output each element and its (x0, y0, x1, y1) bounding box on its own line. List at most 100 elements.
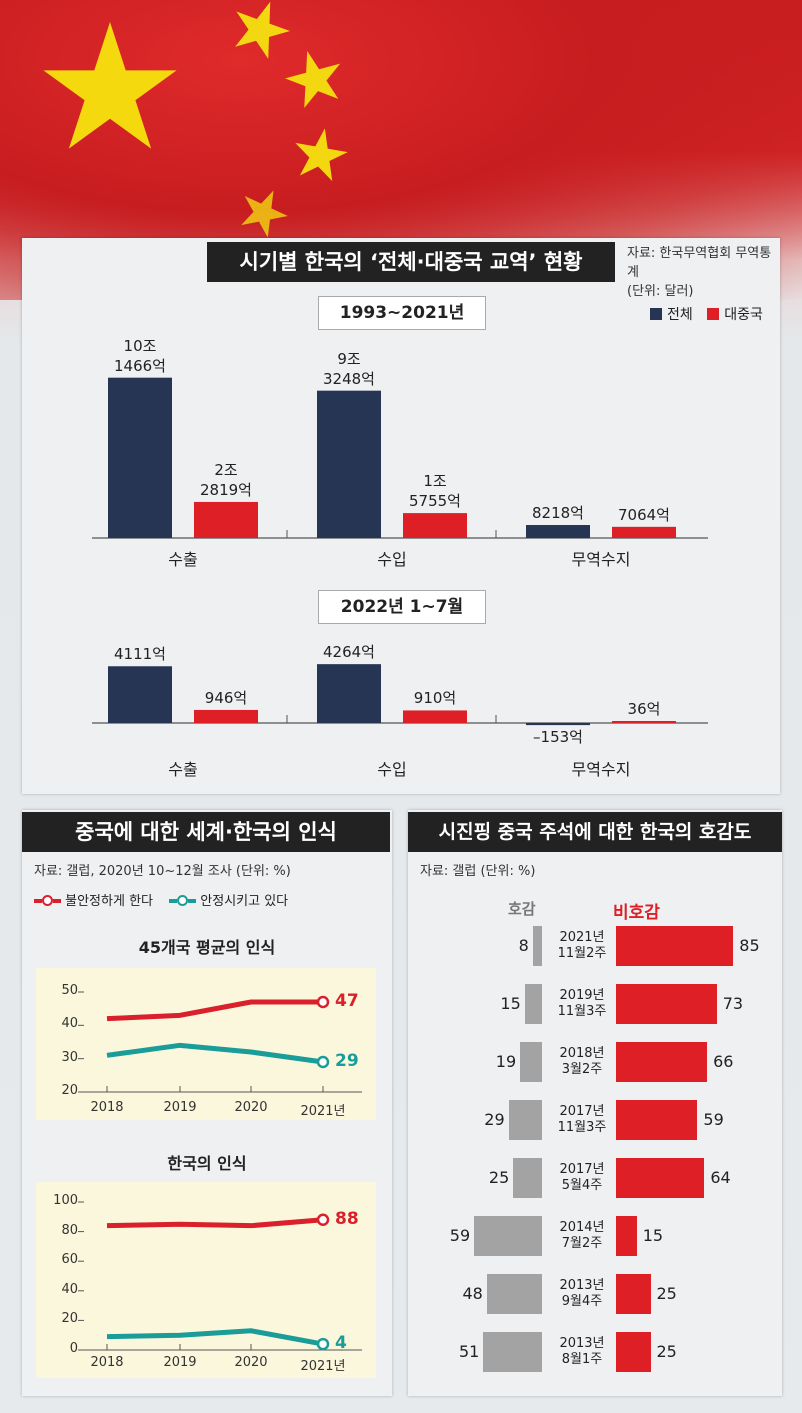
favorable-value: 19 (495, 1052, 517, 1071)
series-line (106, 999, 323, 1022)
unfavorable-value: 59 (703, 1110, 724, 1129)
favorable-bar (486, 1274, 542, 1314)
value-line: 910억 (413, 689, 457, 708)
date-line: 2017년 (559, 1162, 605, 1177)
bar-value-label: 36억 (594, 699, 694, 719)
date-label: 2014년 7월2주 (552, 1220, 612, 1252)
source-line1: 자료: 한국무역협회 무역통계 (627, 246, 772, 280)
korea-line-chart (78, 1201, 362, 1351)
date-line: 9월4주 (561, 1294, 603, 1309)
y-tick-label: 60 (61, 1252, 78, 1268)
favorable-bar (483, 1332, 542, 1372)
legend-china-swatch (707, 308, 720, 320)
date-line: 11월2주 (557, 946, 607, 961)
value-line: 10조 (123, 336, 157, 355)
date-line: 2017년 (559, 1104, 605, 1119)
bar-china (403, 710, 467, 723)
end-value-label: 29 (335, 1051, 359, 1071)
date-line: 7월2주 (561, 1236, 603, 1251)
x-tick-label: 2021년 (300, 1359, 346, 1374)
bar-total (317, 664, 381, 723)
unstable-marker-icon (42, 895, 53, 906)
end-value-label: 88 (335, 1208, 359, 1229)
date-line: 2018년 (559, 1046, 605, 1061)
bar-china (403, 513, 467, 538)
end-value-label: 4 (335, 1333, 347, 1354)
unfavorable-value: 64 (710, 1168, 731, 1187)
unfavorable-bar (616, 1158, 705, 1198)
x-tick-label: 2020 (234, 1100, 268, 1115)
x-tick-label: 2018 (90, 1355, 124, 1370)
date-label: 2018년 3월2주 (552, 1046, 612, 1078)
trade-title: 시기별 한국의 ‘전체·대중국 교역’ 현황 (207, 242, 615, 282)
date-line: 11월3주 (557, 1120, 607, 1135)
bar-value-label: 1조 5755억 (385, 471, 485, 511)
unfavorable-value: 85 (739, 936, 760, 955)
y-tick-label: 20 (61, 1311, 78, 1327)
value-line: 2조 (214, 460, 238, 479)
favorable-value: 25 (488, 1168, 510, 1187)
perception-panel: 중국에 대한 세계·한국의 인식 자료: 갤럽, 2020년 10~12월 조사… (22, 810, 392, 1396)
end-value-label: 47 (335, 991, 359, 1011)
favorable-bar (474, 1216, 542, 1256)
favorable-value: 8 (518, 936, 529, 955)
value-line: –153억 (533, 728, 583, 747)
bar-value-label: 4264억 (299, 642, 399, 662)
korea-chart-title: 한국의 인식 (167, 1154, 247, 1173)
bar-china (194, 501, 258, 538)
trade-source: 자료: 한국무역협회 무역통계 (단위: 달러) (627, 244, 777, 301)
category-label: 수출 (168, 760, 198, 779)
favorable-bar (513, 1158, 542, 1198)
value-line: 3248억 (323, 369, 375, 388)
bar-total (108, 666, 172, 723)
trade-chart-1 (92, 377, 708, 539)
perception-legend: 불안정하게 한다 안정시키고 있다 (34, 890, 288, 909)
bar-china (194, 709, 258, 723)
date-line: 2019년 (559, 988, 605, 1003)
value-line: 946억 (204, 688, 248, 707)
x-tick-label: 2019 (163, 1355, 197, 1370)
unstable-dash (34, 899, 42, 903)
date-line: 3월2주 (561, 1062, 603, 1077)
series-line (106, 1042, 324, 1065)
end-point-marker (316, 1337, 330, 1351)
bar-value-label: 2조 2819억 (176, 460, 276, 500)
unfavorable-bar (616, 1332, 651, 1372)
bar-value-label: 9조 3248억 (299, 349, 399, 389)
value-line: 36억 (627, 700, 661, 718)
large-star-icon (43, 22, 177, 149)
small-star-icon (235, 1, 290, 59)
favorable-bar (520, 1042, 542, 1082)
stable-dash (169, 899, 178, 903)
legend-total-swatch (650, 308, 662, 320)
date-line: 2021년 (559, 930, 605, 945)
stable-marker-icon (177, 895, 189, 906)
value-line: 4111억 (114, 645, 166, 664)
bar-value-label: 946억 (176, 688, 276, 708)
date-line: 2013년 (559, 1336, 605, 1351)
date-label: 2019년 11월3주 (552, 988, 612, 1020)
favorable-bar (524, 984, 542, 1024)
end-point-marker (316, 1055, 330, 1069)
unstable-dash (53, 899, 61, 903)
unfavorable-bar (616, 1100, 698, 1140)
value-line: 1466억 (114, 356, 166, 375)
date-label: 2017년 5월4주 (552, 1162, 612, 1194)
trade-chart-2 (92, 664, 708, 726)
series-line (106, 1328, 324, 1347)
bar-value-label: 7064억 (594, 505, 694, 525)
value-line: 9조 (337, 349, 361, 368)
y-tick-label: 40 (61, 1281, 78, 1297)
small-star-icon (241, 190, 288, 238)
unfavorable-bar (616, 1216, 637, 1256)
favorability-panel: 시진핑 중국 주석에 대한 한국의 호감도 자료: 갤럽 (단위: %) 호감 … (408, 810, 782, 1396)
y-tick-label: 0 (69, 1341, 78, 1356)
favorable-value: 48 (462, 1284, 483, 1303)
trade-legend: 전체 대중국 (650, 304, 763, 324)
y-tick-label: 20 (61, 1083, 78, 1098)
date-line: 2013년 (559, 1278, 605, 1293)
bar-value-label: 910억 (385, 688, 485, 708)
unfavorable-value: 73 (722, 994, 744, 1013)
end-point-marker (316, 995, 330, 1009)
unfavorable-value: 25 (656, 1284, 677, 1303)
